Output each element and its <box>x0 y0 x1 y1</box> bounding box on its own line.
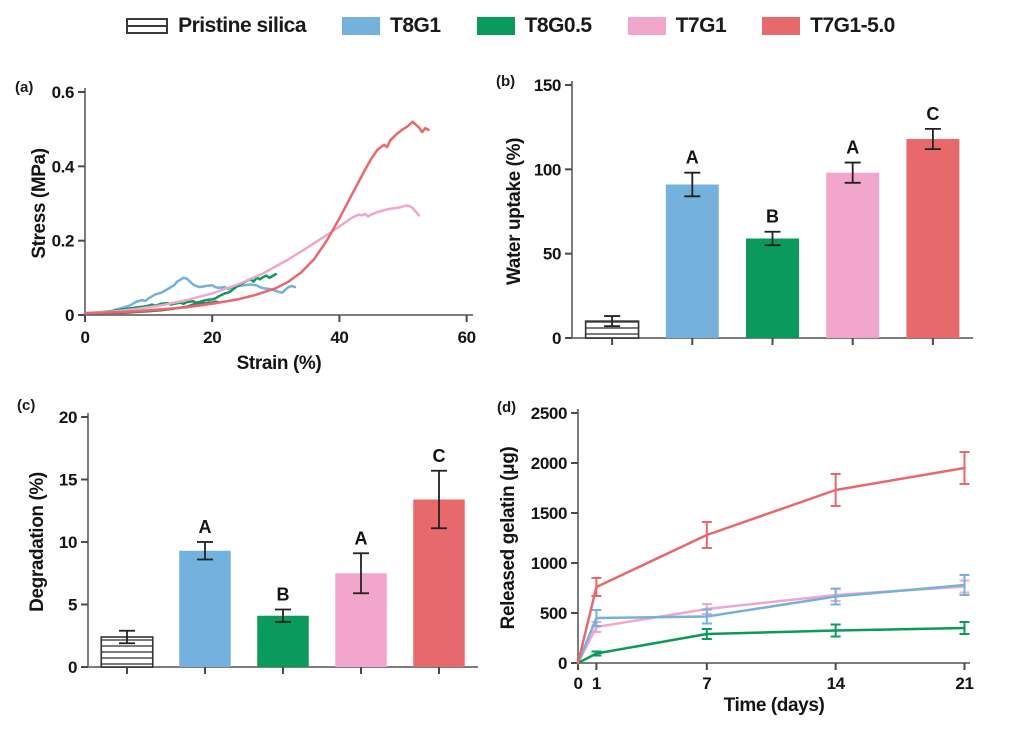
panel-stress-strain: (a) 0 0.2 0.4 0.6 0 20 40 60 Strain (%) Stress (M… <box>0 55 500 385</box>
svg-text:A: A <box>199 517 212 537</box>
svg-text:C: C <box>433 446 446 466</box>
legend-label: T8G1 <box>390 14 441 37</box>
svg-text:Released gelatin (μg): Released gelatin (μg) <box>500 447 519 630</box>
svg-text:1500: 1500 <box>531 504 567 523</box>
svg-text:0.6: 0.6 <box>52 83 74 102</box>
svg-text:0: 0 <box>65 306 74 325</box>
legend-item-t8g0-5: T8G0.5 <box>476 14 593 38</box>
svg-text:0: 0 <box>573 674 582 693</box>
legend-label: Pristine silica <box>178 14 307 37</box>
svg-text:2000: 2000 <box>531 454 567 473</box>
svg-text:Strain (%): Strain (%) <box>237 353 322 374</box>
degradation-chart: 0 5 10 15 20 A B A C Degradation (%) <box>27 408 478 677</box>
legend-item-t8g1: T8G1 <box>342 14 441 38</box>
legend-item-t7g1: T7G1 <box>627 14 727 38</box>
figure-legend: Pristine silica T8G1 T8G0.5 T7G1 T7G1-5.0 <box>0 14 1021 38</box>
svg-text:15: 15 <box>59 471 77 490</box>
panel-label-a: (a) <box>15 79 34 96</box>
svg-text:A: A <box>355 528 368 548</box>
svg-text:A: A <box>846 138 859 158</box>
svg-text:Time (days): Time (days) <box>724 695 825 716</box>
panel-water-uptake: (b) 0 50 100 150 A B A C Water uptake (%) <box>496 55 1021 385</box>
panel-degradation: (c) 0 5 10 15 20 A B A C Degradation (%) <box>0 385 500 731</box>
panel-label-b: (b) <box>496 73 516 90</box>
svg-text:60: 60 <box>458 328 476 347</box>
svg-text:Degradation (%): Degradation (%) <box>27 472 48 612</box>
svg-text:20: 20 <box>203 328 221 347</box>
legend-label: T7G1 <box>675 14 727 37</box>
svg-text:0: 0 <box>80 328 89 347</box>
svg-text:10: 10 <box>59 533 77 552</box>
water-uptake-chart: 0 50 100 150 A B A C Water uptake (%) <box>504 76 973 348</box>
legend-swatch <box>476 17 515 35</box>
legend-label: T8G0.5 <box>524 14 593 37</box>
svg-text:150: 150 <box>534 76 561 95</box>
stress-strain-chart: 0 0.2 0.4 0.6 0 20 40 60 Strain (%) Stress (MPa) <box>29 83 476 374</box>
legend-swatch <box>627 17 666 35</box>
svg-text:Water uptake (%): Water uptake (%) <box>504 138 525 285</box>
svg-text:20: 20 <box>59 408 77 427</box>
legend-swatch <box>342 17 381 35</box>
svg-text:1: 1 <box>592 674 601 693</box>
svg-text:Stress (MPa): Stress (MPa) <box>29 148 50 258</box>
svg-text:B: B <box>766 207 779 227</box>
panel-released-gelatin: (d) 0 500 1000 1500 2000 2500 0 1 7 14 21 Time (day… <box>497 385 1021 731</box>
legend-swatch <box>762 17 801 35</box>
svg-text:0: 0 <box>552 329 561 348</box>
svg-text:0: 0 <box>558 654 567 673</box>
svg-text:5: 5 <box>68 596 77 615</box>
panel-label-c: (c) <box>17 397 36 414</box>
svg-text:1000: 1000 <box>531 554 567 573</box>
svg-text:21: 21 <box>955 674 973 693</box>
legend-item-pristine-silica: Pristine silica <box>126 14 307 38</box>
svg-text:B: B <box>277 585 290 605</box>
svg-text:50: 50 <box>543 245 561 264</box>
legend-item-t7g1-5-0: T7G1-5.0 <box>762 14 895 38</box>
svg-text:100: 100 <box>534 160 561 179</box>
legend-swatch <box>126 18 169 34</box>
svg-text:7: 7 <box>702 674 711 693</box>
svg-text:500: 500 <box>540 604 567 623</box>
svg-text:40: 40 <box>330 328 348 347</box>
svg-text:2500: 2500 <box>531 404 567 423</box>
svg-text:0: 0 <box>68 658 77 677</box>
svg-text:A: A <box>686 148 699 168</box>
panel-label-d: (d) <box>497 399 517 416</box>
svg-text:C: C <box>926 104 939 124</box>
legend-label: T7G1-5.0 <box>810 14 895 37</box>
svg-text:14: 14 <box>827 674 846 693</box>
svg-text:0.4: 0.4 <box>52 157 75 176</box>
svg-text:0.2: 0.2 <box>52 232 74 251</box>
